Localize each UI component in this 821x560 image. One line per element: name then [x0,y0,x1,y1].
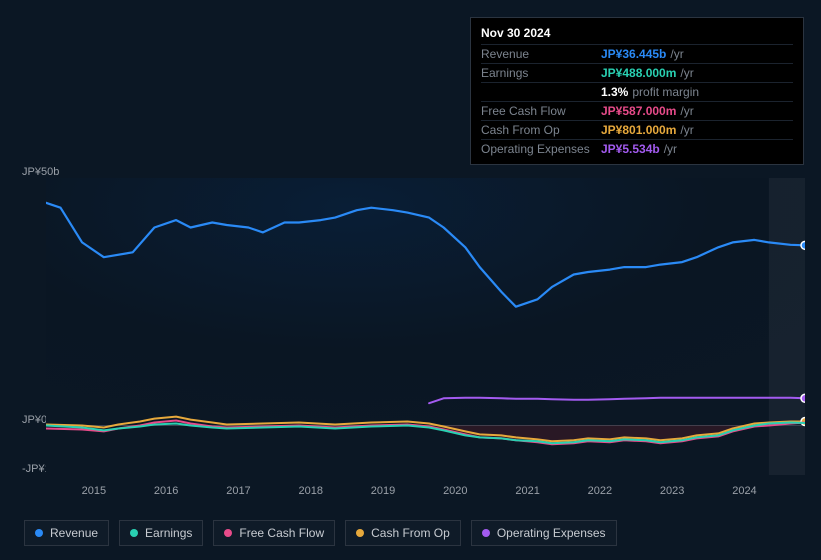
x-axis-label: 2020 [443,485,444,497]
tooltip-row-value: JP¥801.000m [601,123,676,137]
tooltip-row: RevenueJP¥36.445b/yr [481,44,793,63]
chart-svg [46,178,805,475]
tooltip-row: 1.3% profit margin [481,82,793,101]
tooltip-row-label: Free Cash Flow [481,104,601,118]
tooltip-row-label: Earnings [481,66,601,80]
legend-item-label: Operating Expenses [497,526,606,540]
tooltip-row-unit: /yr [680,123,693,137]
legend-item-earnings[interactable]: Earnings [119,520,203,546]
legend-dot-icon [482,529,490,537]
tooltip-row: Cash From OpJP¥801.000m/yr [481,120,793,139]
tooltip-row: Operating ExpensesJP¥5.534b/yr [481,139,793,158]
tooltip-row-value: JP¥587.000m [601,104,676,118]
legend-dot-icon [224,529,232,537]
legend-item-fcf[interactable]: Free Cash Flow [213,520,335,546]
x-axis-label: 2024 [732,485,733,497]
tooltip-row-label: Cash From Op [481,123,601,137]
x-axis-label: 2018 [299,485,300,497]
legend-dot-icon [35,529,43,537]
legend-dot-icon [356,529,364,537]
tooltip-row-unit: profit margin [632,85,699,99]
legend-item-label: Cash From Op [371,526,450,540]
x-axis-label: 2016 [154,485,155,497]
tooltip-row-unit: /yr [670,47,683,61]
legend-item-label: Free Cash Flow [239,526,324,540]
legend: Revenue Earnings Free Cash Flow Cash From O… [24,520,617,546]
series-revenue-end-marker-icon [801,241,805,249]
legend-item-cfo[interactable]: Cash From Op [345,520,461,546]
x-axis-label: 2017 [226,485,227,497]
tooltip-row: Free Cash FlowJP¥587.000m/yr [481,101,793,120]
tooltip-row-value: 1.3% [601,85,628,99]
chart-dashboard: { "background_color": "#0b1724", "chart"… [0,0,821,560]
tooltip-row-value: JP¥488.000m [601,66,676,80]
tooltip-row: EarningsJP¥488.000m/yr [481,63,793,82]
tooltip-card: Nov 30 2024 RevenueJP¥36.445b/yrEarnings… [470,17,804,165]
y-axis-label: JP¥50b [22,166,59,178]
legend-item-label: Revenue [50,526,98,540]
legend-dot-icon [130,529,138,537]
tooltip-row-value: JP¥36.445b [601,47,666,61]
x-axis-label: 2023 [660,485,661,497]
y-axis-label: JP¥0 [22,414,47,426]
legend-item-revenue[interactable]: Revenue [24,520,109,546]
tooltip-row-label: Operating Expenses [481,142,601,156]
x-axis-label: 2021 [515,485,516,497]
tooltip-date: Nov 30 2024 [481,24,793,44]
x-axis-label: 2015 [82,485,83,497]
tooltip-row-unit: /yr [680,66,693,80]
legend-item-opex[interactable]: Operating Expenses [471,520,617,546]
tooltip-row-unit: /yr [680,104,693,118]
x-axis-label: 2022 [588,485,589,497]
tooltip-row-value: JP¥5.534b [601,142,660,156]
tooltip-row-label: Revenue [481,47,601,61]
series-opex-end-marker-icon [801,394,805,402]
legend-item-label: Earnings [145,526,192,540]
tooltip-row-unit: /yr [664,142,677,156]
x-axis-label: 2019 [371,485,372,497]
